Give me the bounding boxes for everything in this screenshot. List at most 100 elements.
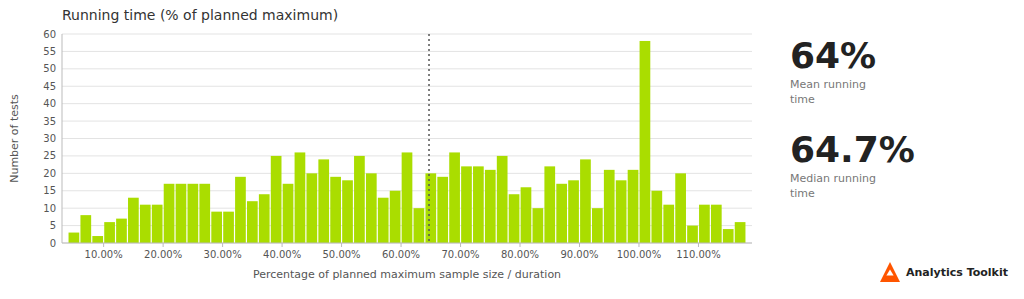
bar <box>616 180 627 243</box>
bar <box>140 205 151 243</box>
x-tick-label: 100.00% <box>617 249 662 260</box>
grid-line <box>62 34 752 35</box>
y-tick-label: 35 <box>43 116 56 127</box>
x-tick-label: 80.00% <box>501 249 539 260</box>
x-tick <box>222 243 223 247</box>
bar <box>735 222 746 243</box>
bar <box>152 205 163 243</box>
bar <box>188 184 199 243</box>
stat-value: 64.7% <box>790 129 915 170</box>
bar <box>580 159 591 243</box>
bar <box>390 191 401 243</box>
x-tick-label: 40.00% <box>263 249 301 260</box>
bar <box>69 233 80 243</box>
bar <box>628 170 639 243</box>
bar <box>378 198 389 243</box>
stat-label-line: time <box>790 93 815 106</box>
y-tick-label: 25 <box>43 150 56 161</box>
bar <box>295 152 306 243</box>
y-tick-label: 5 <box>50 220 56 231</box>
bar <box>259 194 270 243</box>
stat-label: Mean running time <box>790 78 866 106</box>
bar <box>366 173 377 243</box>
chart: Running time (% of planned maximum) 0 5 10 1… <box>0 0 1024 299</box>
bar <box>330 177 341 243</box>
bar <box>235 177 246 243</box>
bar <box>414 208 425 243</box>
stat-label-line: Median running <box>790 172 876 185</box>
bar <box>521 187 532 243</box>
x-tick-label: 110.00% <box>676 249 721 260</box>
bar <box>104 222 115 243</box>
bar <box>92 236 103 243</box>
plot-area <box>69 34 746 243</box>
x-axis-line <box>62 243 752 244</box>
bar <box>306 173 317 243</box>
bar <box>425 173 436 243</box>
bar <box>568 180 579 243</box>
x-tick <box>163 243 164 247</box>
bar <box>497 156 508 243</box>
grid-line <box>62 243 752 244</box>
bar <box>509 194 520 243</box>
x-tick-label: 90.00% <box>560 249 598 260</box>
bar <box>544 166 555 243</box>
bar <box>533 208 544 243</box>
y-tick-label: 20 <box>43 168 56 179</box>
bar <box>271 156 282 243</box>
bar <box>651 191 662 243</box>
reference-line <box>428 34 430 243</box>
y-axis-line <box>62 34 63 243</box>
bar <box>663 205 674 243</box>
bar <box>640 41 651 243</box>
bar <box>699 205 710 243</box>
bar <box>449 152 460 243</box>
y-tick-label: 45 <box>43 81 56 92</box>
x-tick <box>401 243 402 247</box>
x-tick <box>698 243 699 247</box>
logo-notch <box>886 270 893 276</box>
x-tick <box>638 243 639 247</box>
logo-icon <box>880 262 900 282</box>
bar <box>687 226 698 243</box>
x-tick <box>579 243 580 247</box>
y-tick-label: 30 <box>43 133 56 144</box>
logo-text: Analytics Toolkit <box>906 266 1008 279</box>
bar <box>437 177 448 243</box>
y-tick-label: 50 <box>43 63 56 74</box>
stat-label-line: Mean running <box>790 78 866 91</box>
bar <box>402 152 413 243</box>
x-tick <box>520 243 521 247</box>
y-axis-label: Number of tests <box>8 94 21 183</box>
y-tick-label: 55 <box>43 46 56 57</box>
bar <box>556 184 567 243</box>
bar <box>592 208 603 243</box>
bar <box>223 212 234 243</box>
bar <box>723 229 734 243</box>
y-tick-label: 0 <box>50 238 56 249</box>
bar <box>80 215 91 243</box>
x-axis-label: Percentage of planned maximum sample siz… <box>253 268 561 281</box>
bar <box>473 166 484 243</box>
x-tick <box>460 243 461 247</box>
x-tick <box>103 243 104 247</box>
x-tick-label: 20.00% <box>144 249 182 260</box>
x-tick-label: 30.00% <box>204 249 242 260</box>
stat-label: Median running time <box>790 172 876 200</box>
stat-value: 64% <box>790 35 876 76</box>
y-tick-label: 15 <box>43 185 56 196</box>
bar <box>247 201 258 243</box>
bar <box>164 184 175 243</box>
bar <box>485 170 496 243</box>
title: Running time (% of planned maximum) <box>62 7 338 23</box>
bar <box>199 184 210 243</box>
y-tick-label: 40 <box>43 98 56 109</box>
x-tick <box>282 243 283 247</box>
stat-label-line: time <box>790 187 815 200</box>
bar <box>116 219 127 243</box>
bar <box>176 184 187 243</box>
bar <box>461 166 472 243</box>
bar <box>283 184 294 243</box>
x-tick-label: 60.00% <box>382 249 420 260</box>
y-tick-label: 10 <box>43 203 56 214</box>
